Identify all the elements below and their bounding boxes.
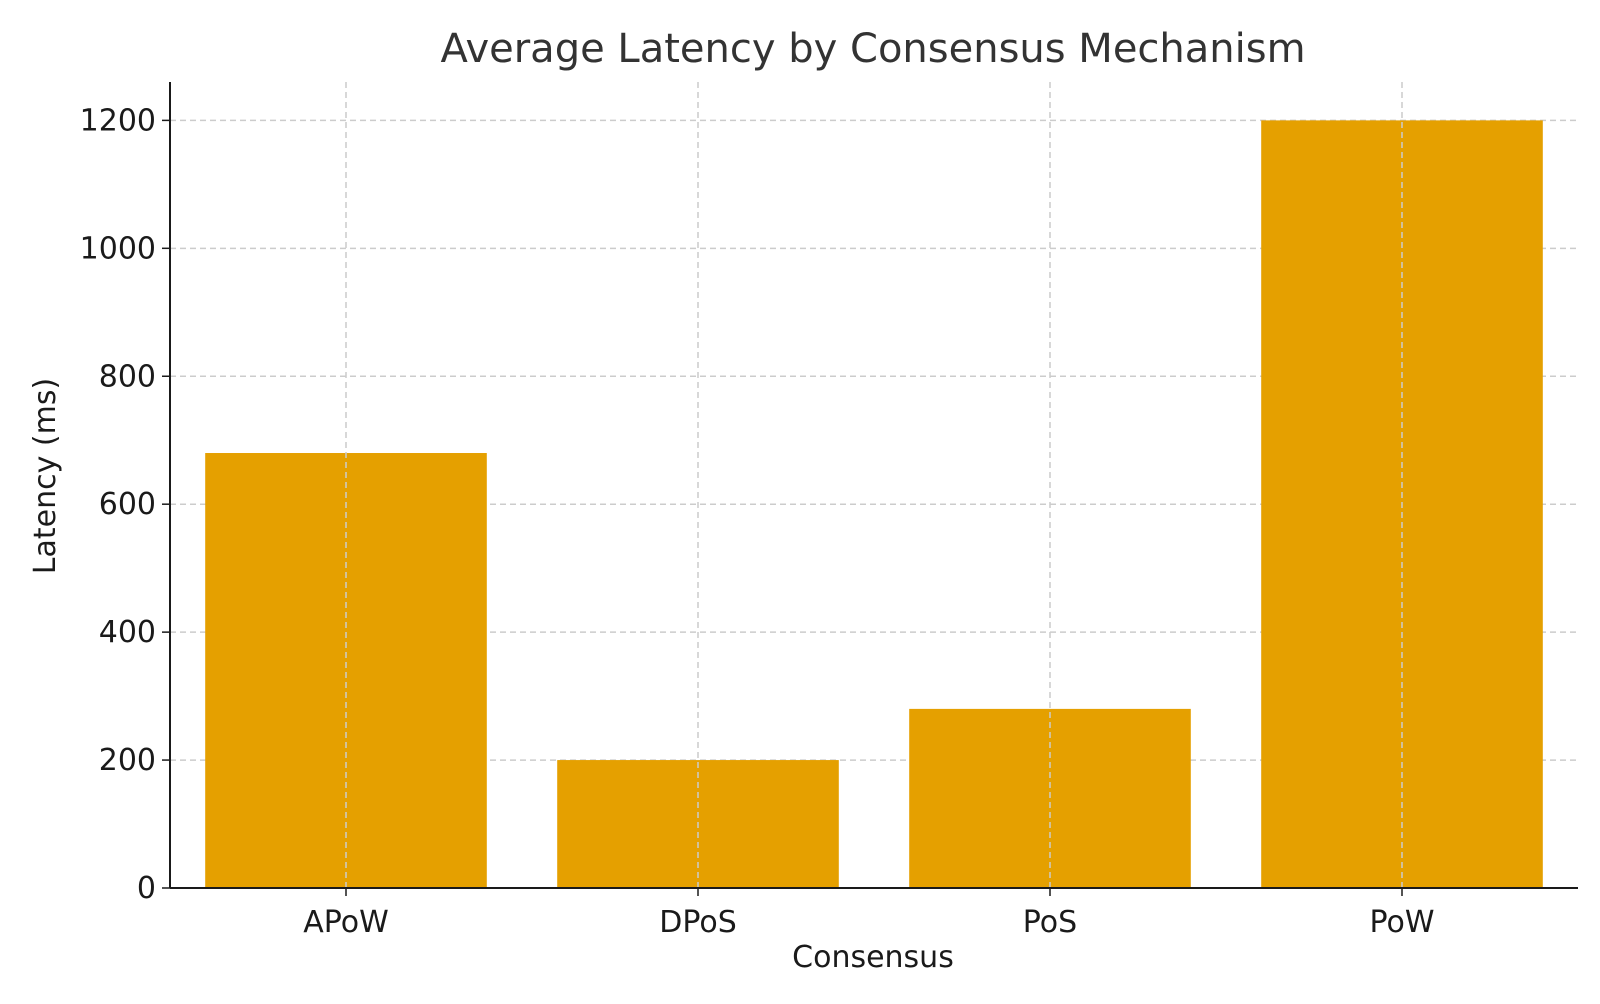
ticks-layer: 0 200 400 600 800 1000 1200 APoW DPoS PoS PoW — [80, 103, 1435, 940]
y-axis-label: Latency (ms) — [28, 378, 63, 574]
y-tick-label: 400 — [99, 615, 156, 650]
bars-layer — [205, 82, 1543, 888]
x-tick-label: APoW — [303, 905, 389, 940]
y-tick-label: 600 — [99, 487, 156, 522]
axes-layer — [169, 82, 1578, 889]
y-tick-label: 1000 — [80, 231, 156, 266]
y-tick-label: 0 — [137, 871, 156, 906]
chart-title: Average Latency by Consensus Mechanism — [440, 26, 1305, 72]
y-tick-label: 800 — [99, 359, 156, 394]
x-tick-label: DPoS — [659, 905, 737, 940]
y-tick-label: 1200 — [80, 103, 156, 138]
bar-pos — [909, 708, 1191, 888]
x-tick-label: PoW — [1369, 905, 1434, 940]
x-tick-label: PoS — [1023, 905, 1077, 940]
y-tick-label: 200 — [99, 743, 156, 778]
x-axis-label: Consensus — [792, 940, 954, 975]
